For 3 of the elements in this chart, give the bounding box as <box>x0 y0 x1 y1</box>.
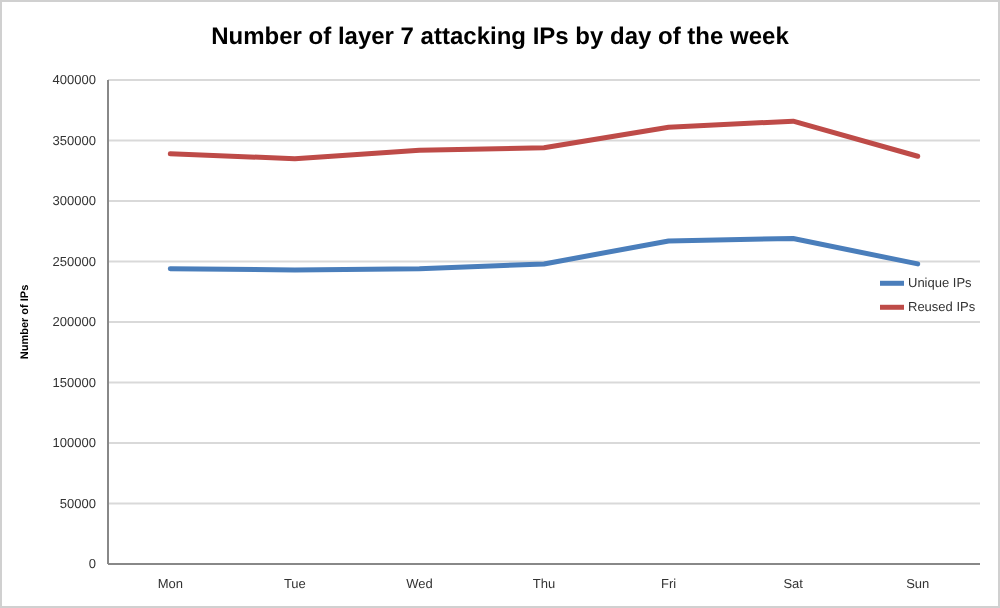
chart-title: Number of layer 7 attacking IPs by day of the week <box>211 22 790 50</box>
line-series <box>167 236 921 273</box>
line-series <box>167 118 921 162</box>
